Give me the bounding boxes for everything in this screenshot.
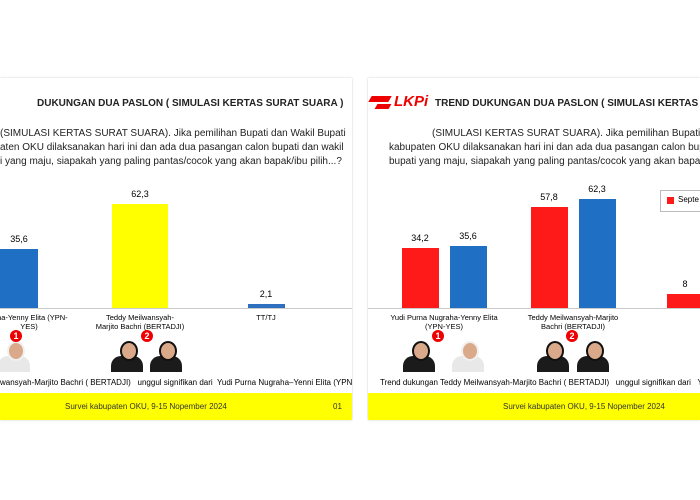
photo	[395, 338, 492, 372]
footer-text: Survei kabupaten OKU, 9-15 Nopember 2024	[65, 402, 227, 411]
logo-mark	[374, 104, 392, 109]
bar	[247, 304, 285, 308]
slide: LKPi TREND DUKUNGAN DUA PASLON ( SIMULASI…	[368, 78, 700, 420]
axis-line	[368, 308, 700, 309]
footer-text: Survei kabupaten OKU, 9-15 Nopember 2024	[503, 402, 665, 411]
question-text: bupati yang maju, siapakah yang paling p…	[389, 156, 700, 167]
logo-mark	[368, 96, 392, 102]
value-label: 57,8	[540, 191, 558, 202]
x-tick-label: Teddy Meilwansyah-Marjito Bachri (BERTAD…	[527, 313, 619, 331]
person-body	[577, 356, 609, 372]
person-head	[586, 341, 604, 361]
person-head	[7, 341, 25, 361]
x-tick-label: raha-Yenny Elita (YPN-YES)	[0, 313, 68, 331]
person-body	[451, 356, 484, 372]
x-tick-label: TT/TJ	[256, 313, 276, 322]
question-text: (SIMULASI KERTAS SURAT SUARA). Jika pemi…	[0, 128, 346, 139]
question-text: i yang maju, siapakah yang paling pantas…	[0, 156, 342, 167]
bar	[530, 206, 568, 308]
logo-text: LKPi	[394, 93, 429, 110]
badge: 2	[141, 330, 153, 342]
question-text: aten OKU dilaksanakan hari ini dan ada d…	[0, 142, 344, 153]
axis-line	[0, 308, 352, 309]
value-label: 62,3	[588, 183, 606, 194]
legend-label: Septe	[678, 195, 699, 204]
legend: Septe	[660, 190, 700, 212]
value-label: 35,6	[10, 233, 28, 244]
question-text: kabupaten OKU dilaksanakan hari ini dan …	[389, 142, 700, 153]
question-text: (SIMULASI KERTAS SURAT SUARA). Jika pemi…	[432, 128, 700, 139]
caption: wansyah-Marjito Bachri ( BERTADJI) unggu…	[0, 378, 352, 387]
x-tick-label: Yudi Purna Nugraha-Yenny Elita (YPN-YES)	[390, 313, 498, 331]
person-head	[460, 341, 479, 361]
photo	[533, 338, 613, 372]
person-body	[149, 356, 182, 372]
person-head	[158, 341, 177, 361]
value-label: 8	[682, 279, 688, 289]
value-label: 62,3	[131, 188, 149, 199]
badge: 2	[566, 330, 578, 342]
person-head	[546, 341, 564, 361]
bar	[0, 248, 38, 308]
value-label: 2,1	[259, 289, 273, 300]
person-body	[403, 356, 436, 372]
photo	[0, 338, 38, 372]
bar	[666, 294, 700, 308]
badge: 1	[432, 330, 444, 342]
page-number: 01	[333, 402, 342, 411]
person-body	[110, 356, 143, 372]
legend-swatch	[667, 197, 674, 204]
chart-title: TREND DUKUNGAN DUA PASLON ( SIMULASI KER…	[435, 98, 699, 109]
logo: LKPi	[368, 93, 429, 113]
photo	[107, 338, 185, 372]
value-label: 35,6	[459, 230, 477, 241]
badge: 1	[10, 330, 22, 342]
value-label: 34,2	[411, 233, 429, 244]
person-head	[119, 341, 138, 361]
chart-title: DUKUNGAN DUA PASLON ( SIMULASI KERTAS SU…	[37, 98, 344, 109]
caption: Trend dukungan Teddy Meilwansyah-Marjito…	[380, 378, 700, 387]
bar	[112, 203, 168, 308]
bar	[401, 248, 439, 308]
slide: DUKUNGAN DUA PASLON ( SIMULASI KERTAS SU…	[0, 78, 352, 420]
bar	[578, 198, 616, 308]
footer-band: Survei kabupaten OKU, 9-15 Nopember 2024	[368, 393, 700, 420]
person-head	[412, 341, 431, 361]
x-tick-label: Teddy Meilwansyah-Marjito Bachri (BERTAD…	[95, 313, 185, 331]
footer-band: Survei kabupaten OKU, 9-15 Nopember 2024…	[0, 393, 352, 420]
person-body	[537, 356, 569, 372]
bar	[449, 245, 487, 308]
person-body	[0, 356, 30, 372]
